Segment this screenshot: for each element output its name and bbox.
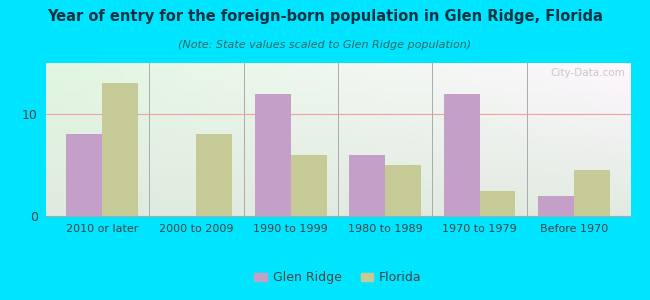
Bar bbox=[66, 134, 102, 216]
Bar bbox=[255, 94, 291, 216]
Bar bbox=[385, 165, 421, 216]
Text: (Note: State values scaled to Glen Ridge population): (Note: State values scaled to Glen Ridge… bbox=[179, 40, 471, 50]
Bar bbox=[444, 94, 480, 216]
Bar bbox=[102, 83, 138, 216]
Bar bbox=[196, 134, 232, 216]
Text: City-Data.com: City-Data.com bbox=[550, 68, 625, 78]
Bar bbox=[291, 155, 327, 216]
Bar bbox=[349, 155, 385, 216]
Bar bbox=[574, 170, 610, 216]
Text: Year of entry for the foreign-born population in Glen Ridge, Florida: Year of entry for the foreign-born popul… bbox=[47, 9, 603, 24]
Bar bbox=[538, 196, 574, 216]
Bar bbox=[480, 190, 515, 216]
Legend: Glen Ridge, Florida: Glen Ridge, Florida bbox=[249, 266, 427, 289]
